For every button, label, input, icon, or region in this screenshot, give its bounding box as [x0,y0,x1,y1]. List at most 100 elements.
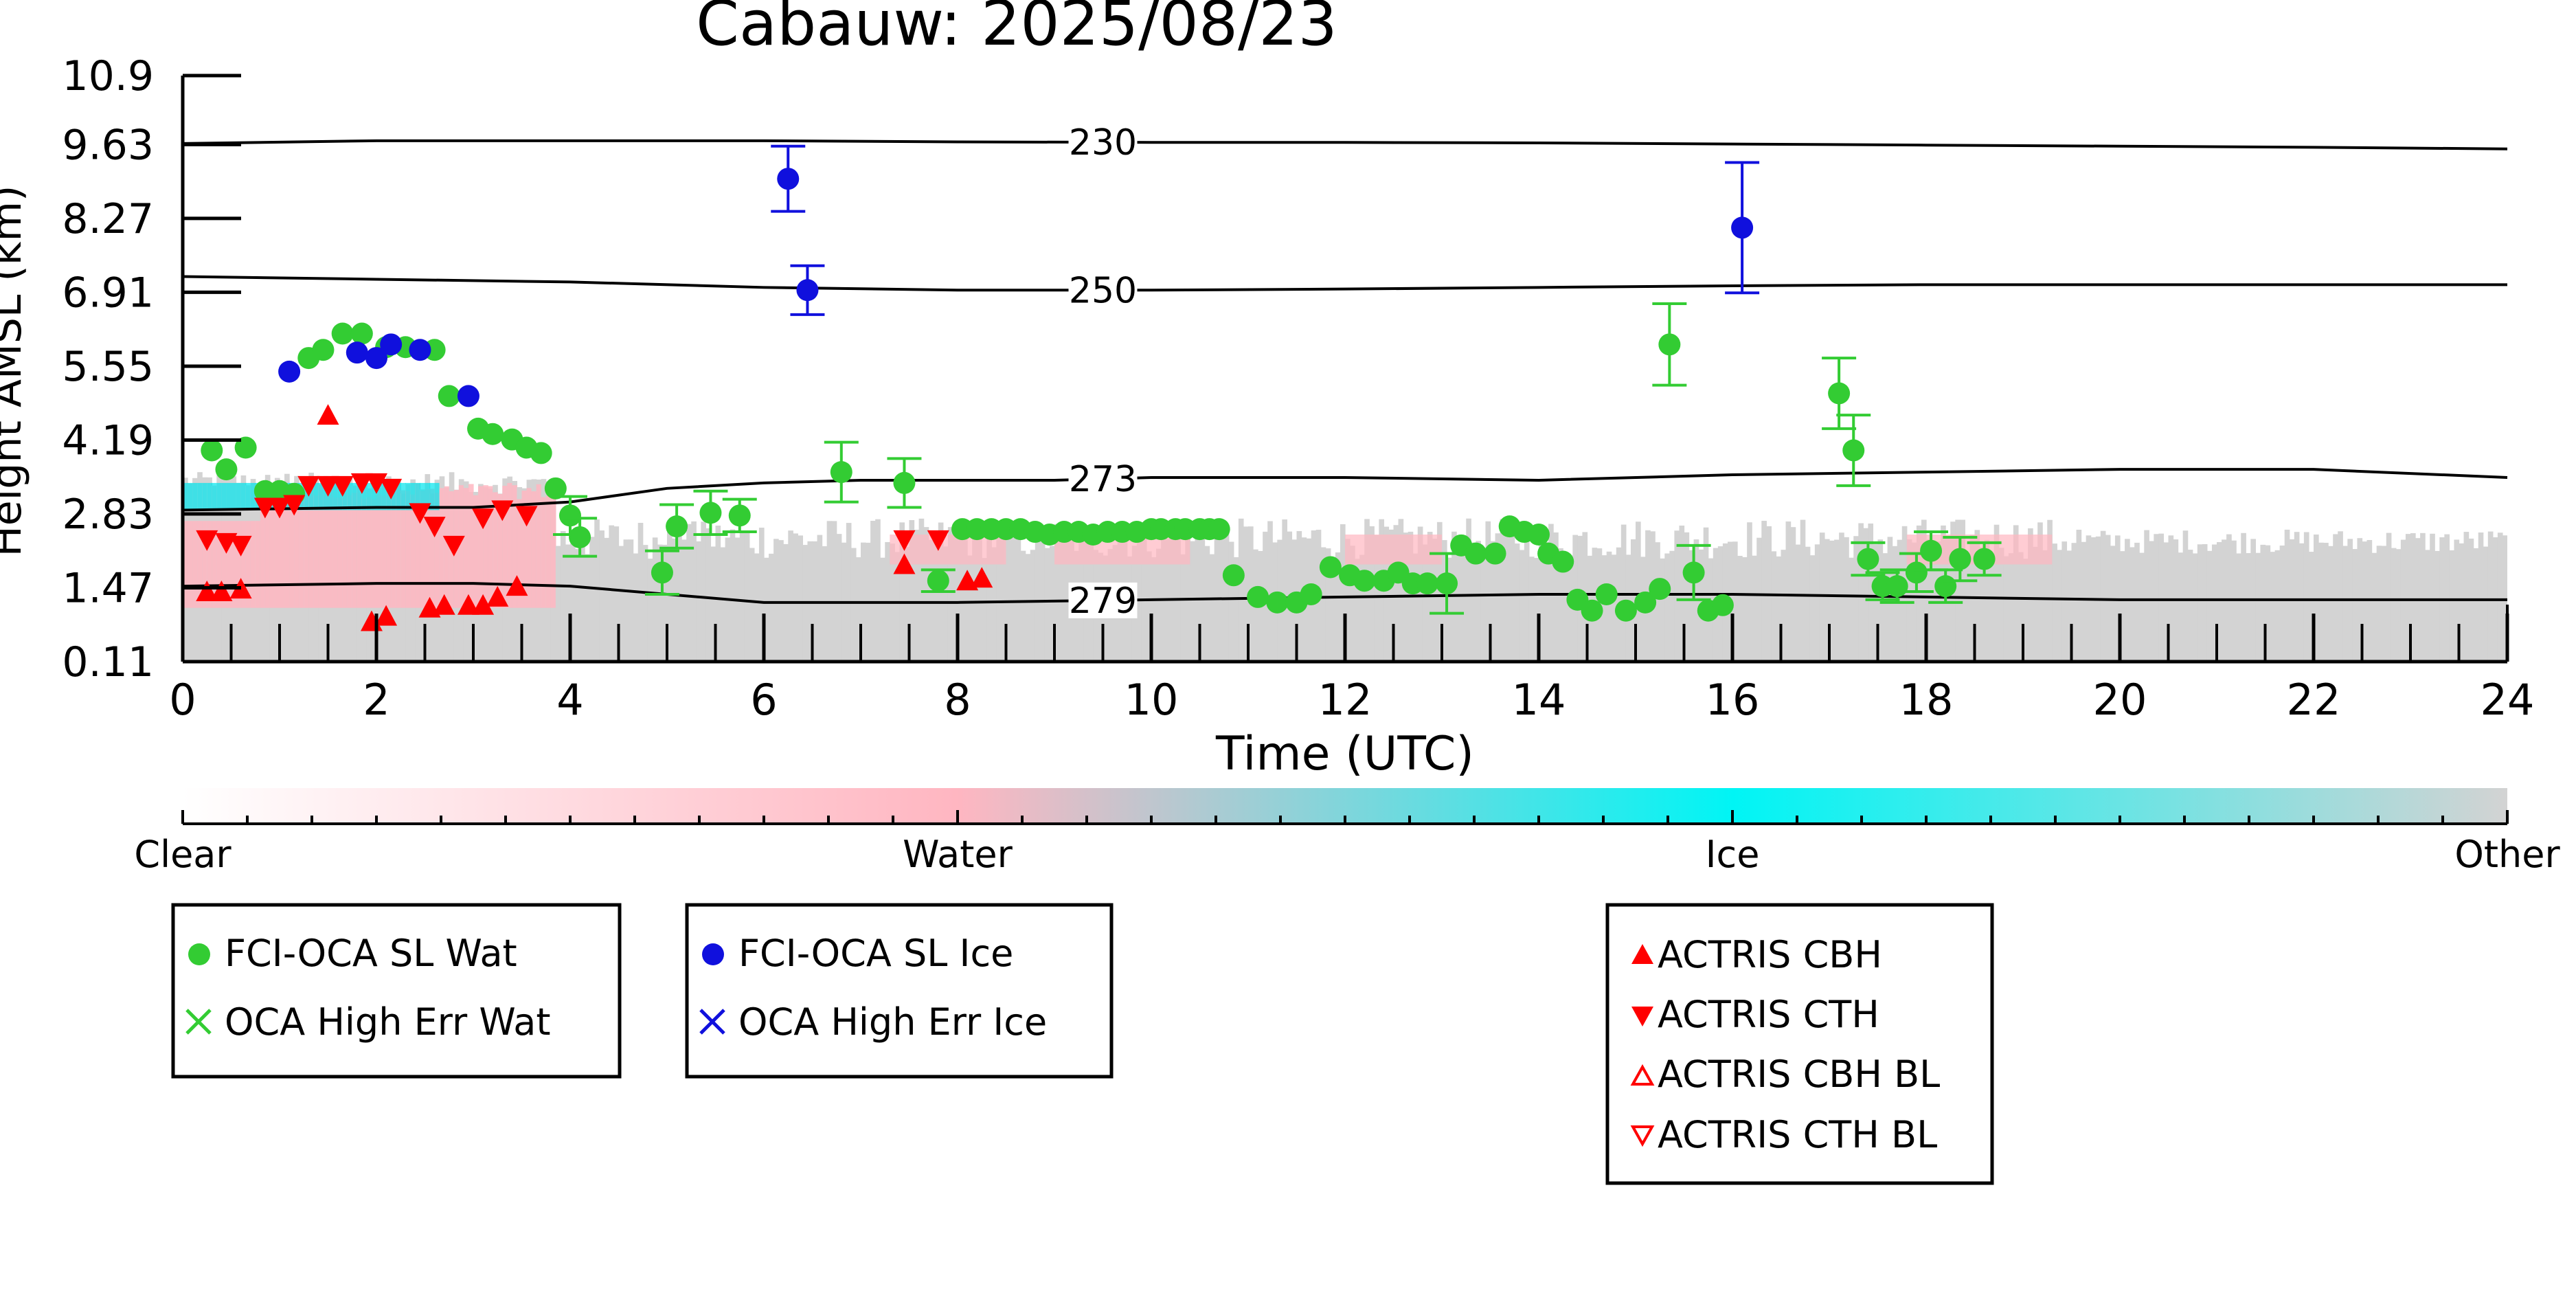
mask-column [958,533,963,662]
mask-column [1359,554,1365,662]
mask-ice [250,482,256,510]
mask-column [764,557,769,662]
data-point [1634,591,1657,614]
mask-column [2163,542,2169,662]
mask-column [730,529,736,662]
mask-column [677,535,682,662]
legend-ice-box [685,903,1114,1079]
mask-column [1771,551,1777,662]
data-point [375,605,398,626]
mask-ice [337,482,343,510]
data-point [433,594,455,615]
legend-marker-cbh [1631,944,1653,964]
mask-water [507,482,512,608]
mask-column [1374,535,1379,662]
x-tick-label: 4 [556,675,583,725]
mask-column [2100,530,2106,662]
isotherm-lines: 230 250 273 279 [182,122,2508,622]
x-tick-label: 8 [944,675,971,725]
mask-water [434,493,440,608]
data-point [365,347,387,370]
data-point [278,360,301,383]
mask-column [1761,521,1767,662]
isotherm-label: 279 [1069,581,1137,622]
data-point [1222,564,1245,587]
data-point [1465,542,1487,565]
mask-column [2013,525,2019,662]
mask-column [2197,544,2203,662]
mask-column [1151,557,1157,662]
mask-column [2463,532,2470,662]
data-point [1842,439,1865,462]
mask-column [1664,553,1670,662]
mask-column [1243,526,1249,662]
mask-water [463,488,469,608]
mask-water [361,499,368,608]
data-point [506,575,528,596]
mask-water [313,495,319,608]
mask-column [899,522,905,662]
data-point [515,506,538,527]
data-point [423,517,446,538]
mask-column [1601,555,1607,662]
mask-column [1630,539,1636,662]
mask-column [1868,523,1874,662]
mask-column [2057,550,2062,662]
mask-water [531,491,537,608]
mask-column [972,521,978,662]
mask-column [2270,552,2276,662]
mask-column [1456,554,1462,662]
mask-column [2371,552,2377,662]
mask-column [1853,536,1859,662]
mask-column [909,520,915,662]
mask-column [1495,533,1501,662]
mask-column [788,530,793,662]
mask-column [1965,554,1971,662]
mask-water [347,495,353,608]
mask-ice [332,482,339,510]
mask-column [914,530,920,662]
mask-column [2071,543,2077,662]
mask-column [822,546,828,662]
mask-column [1732,541,1738,662]
data-point [1319,556,1342,579]
data-point [1920,539,1943,562]
mask-water [328,485,334,608]
mask-column [2081,541,2087,662]
mask-column [1161,527,1166,662]
y-tick-label: 0.11 [62,638,154,686]
mask-column [1568,555,1573,662]
mask-ice [396,482,401,510]
mask-column [1223,527,1230,662]
mask-column [894,552,900,662]
mask-ice [188,482,193,510]
mask-column [681,539,687,662]
data-marks [196,144,2002,631]
mask-column [1136,533,1142,662]
mask-column [942,546,949,662]
mask-column [2449,550,2455,662]
mask-column [696,541,701,662]
mask-column [967,555,973,662]
mask-column [870,521,876,662]
mask-column [1882,553,1888,662]
mask-ice [420,482,426,510]
mask-column [2395,549,2402,662]
mask-column [1490,541,1496,662]
mask-water [473,495,479,608]
mask-water [250,521,256,608]
legend-text-cbh: ACTRIS CBH [1658,933,1882,976]
mask-column [1752,555,1757,662]
mask-column [855,557,861,662]
mask-column [1636,521,1641,662]
data-point [1484,542,1506,565]
mask-column [2391,548,2397,662]
data-point [491,500,514,521]
mask-column [758,527,765,662]
data-point [777,168,800,190]
data-point [350,473,373,494]
mask-column [599,530,605,662]
mask-water [202,521,207,608]
mask-column [1528,557,1535,662]
mask-column [773,539,779,662]
